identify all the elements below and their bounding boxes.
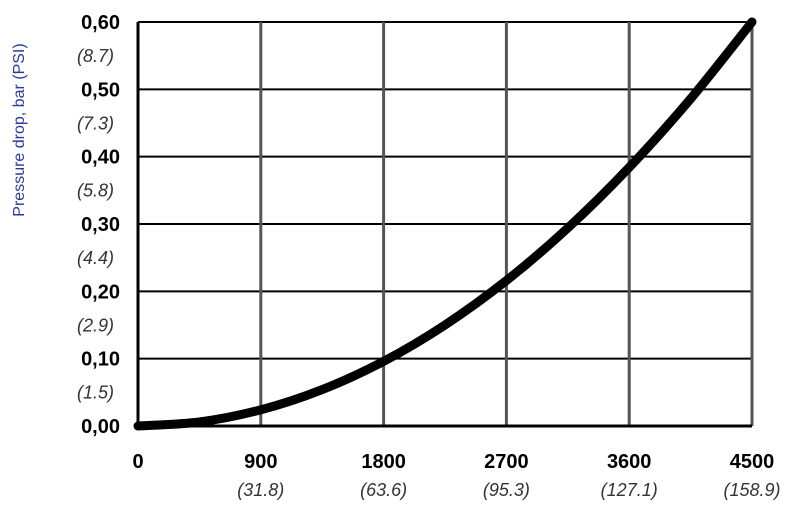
x-tick-alt-label-5: (158.9) — [723, 480, 780, 500]
y-tick-alt-label-3: (4.4) — [77, 248, 114, 268]
x-tick-label-3: 2700 — [484, 451, 529, 473]
y-tick-label-3: 0,30 — [81, 214, 120, 236]
y-tick-alt-label-6: (8.7) — [77, 46, 114, 66]
x-tick-alt-label-3: (95.3) — [483, 480, 530, 500]
x-tick-label-2: 1800 — [361, 451, 406, 473]
y-axis-label: Pressure drop, bar (PSI) — [11, 43, 28, 216]
y-tick-label-2: 0,20 — [81, 281, 120, 303]
x-tick-label-5: 4500 — [730, 451, 775, 473]
x-tick-label-0: 0 — [132, 451, 143, 473]
x-tick-alt-label-2: (63.6) — [360, 480, 407, 500]
x-tick-alt-label-1: (31.8) — [237, 480, 284, 500]
y-tick-alt-label-4: (5.8) — [77, 181, 114, 201]
y-tick-alt-label-2: (2.9) — [77, 315, 114, 335]
x-tick-label-1: 900 — [244, 451, 277, 473]
y-tick-alt-label-1: (1.5) — [77, 383, 114, 403]
y-tick-label-1: 0,10 — [81, 349, 120, 371]
series-line-0 — [133, 17, 757, 431]
y-tick-label-6: 0,60 — [81, 12, 120, 34]
x-tick-alt-label-4: (127.1) — [601, 480, 658, 500]
y-tick-alt-label-5: (7.3) — [77, 113, 114, 133]
y-tick-label-4: 0,40 — [81, 147, 120, 169]
y-tick-label-5: 0,50 — [81, 79, 120, 101]
x-tick-label-4: 3600 — [607, 451, 652, 473]
y-tick-label-0: 0,00 — [81, 416, 120, 438]
